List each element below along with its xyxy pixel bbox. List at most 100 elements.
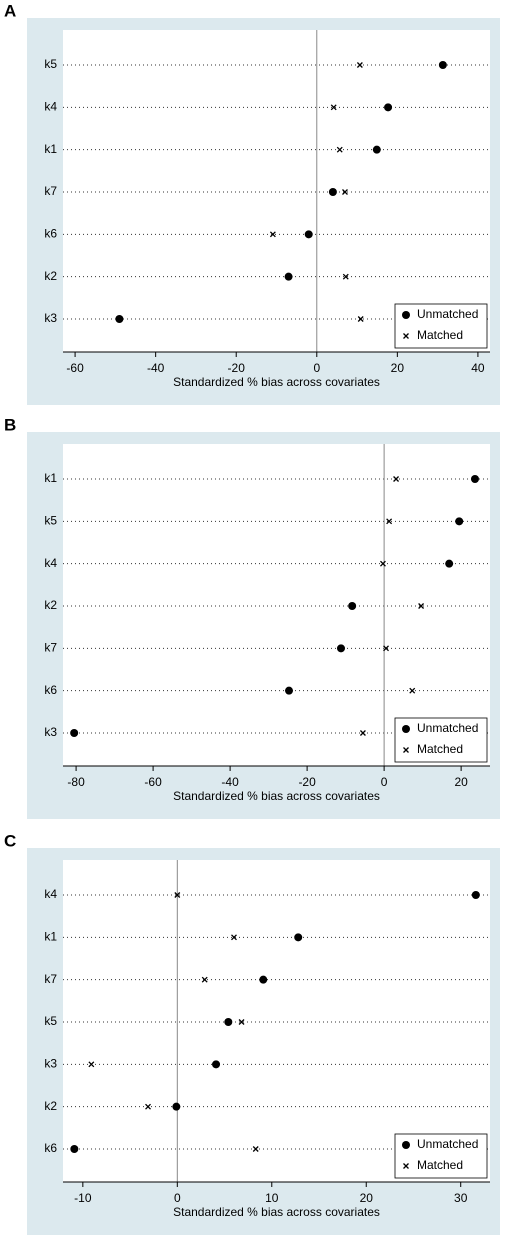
point — [438, 61, 447, 69]
legend-label: Unmatched — [417, 307, 478, 321]
y-tick-label: k7 — [44, 641, 57, 655]
panel-label: B — [4, 415, 16, 434]
point — [393, 476, 400, 482]
point — [172, 1102, 181, 1111]
x-tick-label: 30 — [454, 1191, 468, 1205]
x-axis-label: Standardized % bias across covariates — [173, 375, 380, 389]
point — [201, 976, 208, 983]
point — [294, 933, 303, 942]
plot-area — [63, 860, 490, 1182]
y-tick-label: k4 — [44, 556, 57, 570]
x-tick-label: 0 — [313, 361, 320, 375]
x-tick-label: 40 — [471, 361, 485, 375]
point — [383, 645, 390, 652]
y-tick-label: k1 — [44, 142, 57, 156]
x-tick-label: 20 — [360, 1191, 374, 1205]
y-tick-label: k7 — [44, 972, 57, 986]
x-tick-label: 20 — [391, 361, 405, 375]
x-tick-label: -60 — [66, 361, 84, 375]
legend-label: Unmatched — [417, 1137, 478, 1151]
y-tick-label: k6 — [44, 683, 57, 697]
legend-marker — [402, 725, 410, 733]
legend-label: Matched — [417, 1158, 463, 1172]
point — [224, 1018, 233, 1026]
panel: Ck4 k1 k7 k5 k3 k2 k6 -10 0 10 20 30 Standardized % … — [4, 831, 500, 1235]
point — [348, 602, 357, 610]
point — [269, 231, 276, 238]
x-tick-label: -20 — [298, 775, 316, 789]
y-tick-label: k4 — [44, 887, 57, 901]
point — [174, 892, 181, 898]
plot-area — [63, 444, 490, 766]
y-tick-label: k3 — [44, 311, 57, 325]
x-tick-label: -80 — [67, 775, 85, 789]
point — [284, 272, 293, 281]
point — [445, 559, 454, 568]
y-tick-label: k3 — [44, 725, 57, 739]
legend-marker — [402, 1141, 410, 1149]
point — [330, 104, 337, 111]
point — [336, 644, 345, 653]
point — [285, 686, 294, 695]
y-tick-label: k5 — [44, 57, 57, 71]
point — [342, 273, 349, 280]
point — [252, 1146, 259, 1152]
point — [231, 934, 237, 941]
point — [259, 975, 268, 984]
point — [212, 1060, 221, 1069]
panel: Bk1 k5 k4 k2 k7 k6 k3 -80 -60 -40 -20 0 20 Standardiz… — [4, 415, 500, 819]
x-tick-label: -10 — [74, 1191, 92, 1205]
x-tick-label: 20 — [454, 775, 468, 789]
y-tick-label: k7 — [44, 184, 57, 198]
legend-box — [394, 303, 488, 349]
legend-marker — [403, 333, 409, 339]
y-tick-label: k2 — [44, 598, 57, 612]
point — [88, 1061, 95, 1068]
legend-label: Matched — [417, 742, 463, 756]
point — [359, 730, 366, 736]
point — [470, 475, 479, 483]
y-tick-label: k4 — [44, 100, 57, 114]
x-tick-label: -40 — [147, 361, 165, 375]
legend-box — [394, 717, 488, 763]
x-tick-label: 10 — [265, 1191, 279, 1205]
y-tick-label: k6 — [44, 227, 57, 241]
point — [471, 891, 480, 899]
y-tick-label: k1 — [44, 471, 57, 485]
legend-box — [394, 1133, 488, 1179]
x-tick-label: -60 — [144, 775, 162, 789]
panel-label: C — [4, 831, 16, 850]
point — [356, 62, 363, 68]
x-tick-label: 0 — [174, 1191, 181, 1205]
x-tick-label: -20 — [228, 361, 246, 375]
legend-marker — [403, 747, 409, 753]
panel-label: A — [4, 1, 16, 20]
x-tick-label: 0 — [381, 775, 388, 789]
point — [145, 1103, 151, 1110]
panel: Ak5 k4 k1 k7 k6 k2 k3 -60 -40 -20 0 20 40 Standardize… — [4, 1, 500, 405]
point — [115, 315, 124, 323]
point — [336, 146, 343, 153]
point — [357, 316, 364, 322]
point — [342, 189, 348, 195]
point — [384, 103, 393, 112]
y-tick-label: k6 — [44, 1141, 57, 1155]
point — [70, 729, 79, 737]
y-tick-label: k5 — [44, 1014, 57, 1028]
legend-marker — [403, 1163, 409, 1169]
point — [304, 230, 313, 239]
point — [386, 518, 393, 525]
legend-label: Unmatched — [417, 721, 478, 735]
point — [372, 145, 381, 154]
y-tick-label: k1 — [44, 930, 57, 944]
y-tick-label: k2 — [44, 1099, 57, 1113]
point — [409, 687, 416, 694]
point — [455, 517, 464, 526]
point — [328, 188, 337, 196]
legend-label: Matched — [417, 328, 463, 342]
x-axis-label: Standardized % bias across covariates — [173, 789, 380, 803]
y-tick-label: k2 — [44, 269, 57, 283]
y-tick-label: k5 — [44, 514, 57, 528]
y-tick-label: k3 — [44, 1057, 57, 1071]
